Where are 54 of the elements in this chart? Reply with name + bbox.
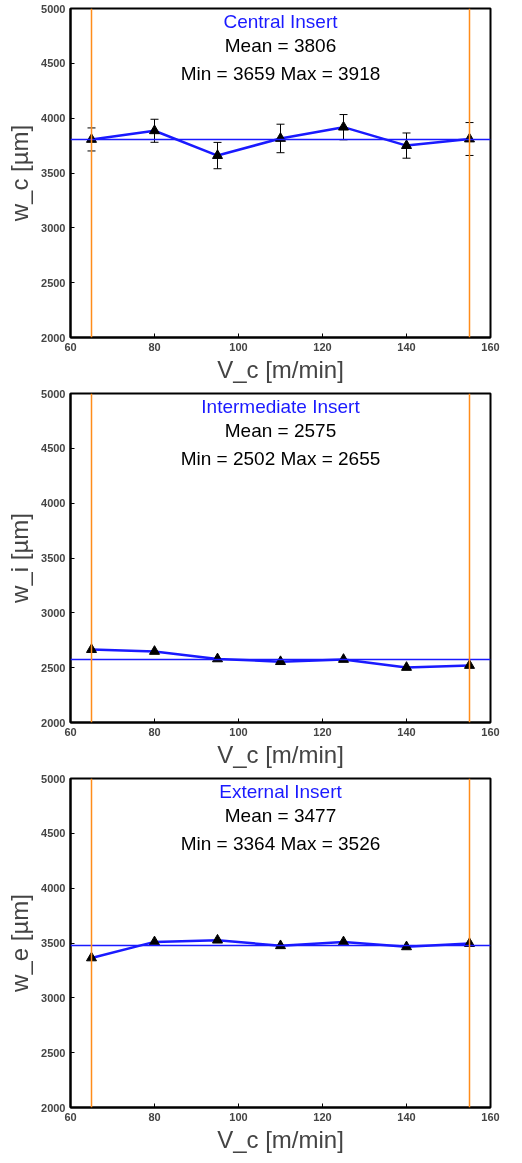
y-tick-label: 3500 xyxy=(41,167,66,179)
x-tick-label: 60 xyxy=(64,1110,77,1123)
y-tick-label: 2500 xyxy=(41,276,66,289)
x-axis-title: V_c [m/min] xyxy=(217,740,344,768)
annotation: Min = 2502 Max = 2655 xyxy=(180,447,381,469)
y-tick-label: 2500 xyxy=(41,1046,66,1059)
x-tick-label: 60 xyxy=(64,725,77,738)
y-tick-label: 5000 xyxy=(41,2,66,15)
chart-title: Intermediate Insert xyxy=(201,395,361,417)
annotation: Mean = 3477 xyxy=(224,804,337,826)
y-tick-label: 2000 xyxy=(41,331,66,344)
y-tick-label: 3500 xyxy=(41,552,66,564)
chart-title: Central Insert xyxy=(223,10,339,32)
x-tick-label: 100 xyxy=(229,725,248,738)
y-tick-label: 4500 xyxy=(41,442,66,455)
x-tick-label: 120 xyxy=(313,340,332,353)
y-axis-title: w_i [µm] xyxy=(6,513,34,604)
x-tick-label: 120 xyxy=(313,1110,332,1123)
x-tick-label: 160 xyxy=(481,340,500,353)
x-tick-label: 80 xyxy=(148,1110,161,1123)
y-axis-title: w_c [µm] xyxy=(6,124,34,223)
x-tick-label: 160 xyxy=(481,1110,500,1123)
y-tick-label: 2000 xyxy=(41,716,66,729)
y-tick-label: 5000 xyxy=(41,387,66,400)
y-tick-label: 3000 xyxy=(41,221,66,234)
x-tick-label: 160 xyxy=(481,725,500,738)
x-tick-label: 100 xyxy=(229,340,248,353)
annotation: Min = 3364 Max = 3526 xyxy=(180,832,381,854)
y-tick-label: 2000 xyxy=(41,1101,66,1114)
x-axis-title: V_c [m/min] xyxy=(217,355,344,383)
chart-title: External Insert xyxy=(219,780,343,802)
x-axis-title: V_c [m/min] xyxy=(217,1125,344,1153)
y-tick-label: 2500 xyxy=(41,661,66,674)
x-tick-label: 80 xyxy=(148,725,161,738)
x-tick-label: 140 xyxy=(397,340,416,353)
x-tick-label: 80 xyxy=(148,340,161,353)
x-tick-label: 140 xyxy=(397,1110,416,1123)
x-tick-label: 60 xyxy=(64,340,77,353)
y-tick-label: 4500 xyxy=(41,827,66,840)
y-tick-label: 4000 xyxy=(41,882,66,895)
y-tick-label: 4000 xyxy=(41,497,66,510)
y-tick-label: 4500 xyxy=(41,57,66,70)
y-tick-label: 3500 xyxy=(41,937,66,949)
y-tick-label: 4000 xyxy=(41,112,66,125)
y-axis-title: w_e [µm] xyxy=(6,894,34,993)
x-tick-label: 120 xyxy=(313,725,332,738)
annotation: Mean = 3806 xyxy=(224,34,337,56)
x-tick-label: 100 xyxy=(229,1110,248,1123)
y-tick-label: 3000 xyxy=(41,991,66,1004)
x-tick-label: 140 xyxy=(397,725,416,738)
y-tick-label: 3000 xyxy=(41,606,66,619)
annotation: Mean = 2575 xyxy=(224,419,337,441)
annotation: Min = 3659 Max = 3918 xyxy=(180,62,381,84)
y-tick-label: 5000 xyxy=(41,772,66,785)
